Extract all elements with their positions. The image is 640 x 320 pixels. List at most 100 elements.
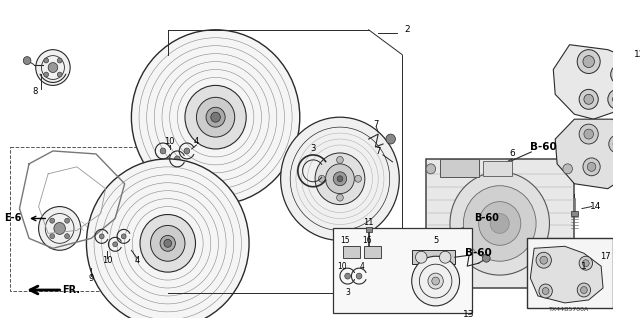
Circle shape [337, 176, 343, 182]
Polygon shape [531, 246, 603, 303]
Circle shape [131, 30, 300, 204]
Circle shape [345, 273, 351, 279]
Circle shape [86, 159, 249, 320]
Circle shape [185, 85, 246, 149]
Bar [440, 159, 479, 177]
Circle shape [337, 194, 343, 201]
Circle shape [540, 256, 548, 264]
Circle shape [426, 164, 436, 174]
Circle shape [333, 172, 347, 186]
Circle shape [440, 251, 451, 263]
Text: 14: 14 [589, 202, 601, 211]
Bar [366, 228, 372, 232]
Circle shape [579, 89, 598, 109]
Circle shape [58, 58, 62, 63]
Circle shape [160, 236, 175, 251]
Circle shape [50, 234, 54, 239]
Circle shape [54, 222, 65, 234]
Text: 4: 4 [194, 137, 199, 146]
Circle shape [563, 164, 572, 174]
Text: FR.: FR. [63, 285, 81, 295]
Text: 5: 5 [433, 236, 438, 245]
Text: 9: 9 [88, 274, 94, 283]
Bar [364, 246, 381, 258]
Text: 10: 10 [164, 137, 175, 146]
Circle shape [479, 202, 521, 245]
Circle shape [355, 175, 362, 182]
Circle shape [608, 89, 627, 109]
Circle shape [99, 234, 104, 239]
Text: 1: 1 [581, 262, 587, 271]
Circle shape [211, 112, 220, 122]
Circle shape [122, 234, 126, 239]
Circle shape [36, 50, 70, 85]
Text: 12: 12 [634, 50, 640, 59]
Circle shape [113, 242, 118, 247]
Circle shape [160, 148, 166, 154]
Text: B-60: B-60 [465, 248, 492, 258]
Circle shape [588, 162, 596, 171]
Circle shape [611, 65, 630, 84]
Circle shape [196, 97, 235, 137]
Circle shape [616, 69, 625, 79]
Circle shape [536, 252, 552, 268]
Circle shape [337, 156, 343, 164]
Text: B-60: B-60 [531, 142, 557, 152]
Text: TX44B5700A: TX44B5700A [549, 308, 589, 312]
Text: E-6: E-6 [4, 213, 21, 223]
Circle shape [577, 283, 591, 297]
Text: B-60: B-60 [474, 213, 499, 223]
Bar [343, 246, 360, 258]
Circle shape [613, 140, 621, 148]
Circle shape [280, 117, 399, 240]
Text: 13: 13 [463, 310, 475, 319]
Circle shape [563, 275, 572, 285]
Circle shape [539, 284, 552, 298]
Circle shape [582, 260, 589, 267]
Bar [426, 159, 574, 288]
Circle shape [415, 251, 427, 263]
Text: 6: 6 [509, 149, 515, 158]
Circle shape [562, 265, 568, 271]
Circle shape [483, 254, 490, 262]
Circle shape [58, 72, 62, 77]
Text: 3: 3 [345, 289, 350, 298]
Circle shape [48, 63, 58, 73]
Text: 10: 10 [102, 256, 113, 265]
Text: 7: 7 [376, 148, 381, 156]
Bar [527, 238, 612, 308]
Circle shape [577, 50, 600, 74]
Bar [466, 293, 472, 297]
Circle shape [432, 277, 440, 285]
Circle shape [23, 57, 31, 65]
Circle shape [206, 107, 225, 127]
Bar [333, 228, 472, 313]
Circle shape [579, 256, 593, 270]
Circle shape [428, 273, 444, 289]
Circle shape [65, 234, 70, 239]
Text: 15: 15 [340, 236, 349, 245]
Text: 4: 4 [134, 256, 140, 265]
Circle shape [559, 262, 570, 274]
Circle shape [44, 58, 49, 63]
Circle shape [140, 214, 195, 272]
Polygon shape [556, 119, 632, 189]
Circle shape [579, 124, 598, 144]
Circle shape [50, 218, 54, 223]
Circle shape [326, 164, 355, 194]
Circle shape [38, 207, 81, 250]
Polygon shape [554, 45, 637, 119]
Text: 3: 3 [310, 144, 316, 154]
Text: 17: 17 [600, 252, 611, 261]
Text: 4: 4 [360, 262, 364, 271]
Circle shape [490, 213, 509, 233]
Circle shape [450, 172, 550, 275]
Text: 11: 11 [364, 218, 374, 227]
Circle shape [175, 156, 180, 162]
Circle shape [584, 129, 593, 139]
Bar [570, 211, 578, 215]
Circle shape [463, 186, 536, 261]
Circle shape [542, 287, 549, 294]
Circle shape [612, 94, 622, 104]
Bar [412, 250, 455, 264]
